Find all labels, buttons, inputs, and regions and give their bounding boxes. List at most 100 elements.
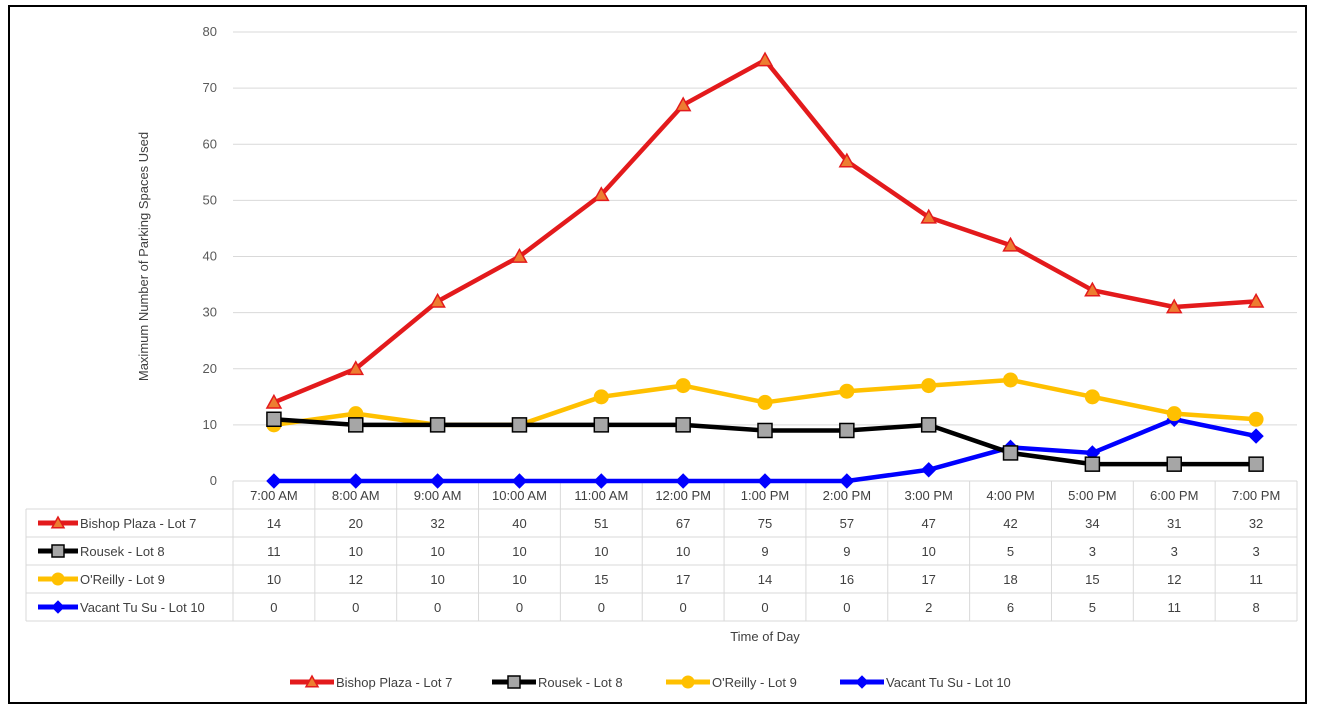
data-point bbox=[266, 411, 282, 428]
data-table-cell: 0 bbox=[516, 600, 523, 615]
data-table-cell: 10 bbox=[430, 572, 444, 587]
data-table-cell: 47 bbox=[921, 516, 935, 531]
data-point bbox=[839, 383, 855, 399]
data-point bbox=[429, 473, 446, 489]
x-category-label: 7:00 AM bbox=[250, 488, 298, 503]
data-table-cell: 10 bbox=[349, 544, 363, 559]
data-table-cell: 11 bbox=[267, 544, 281, 559]
y-tick-label: 50 bbox=[203, 192, 217, 207]
data-table-cell: 6 bbox=[1007, 600, 1014, 615]
data-point bbox=[593, 417, 610, 433]
series-lines bbox=[265, 51, 1265, 489]
data-point bbox=[429, 417, 446, 433]
data-table-cell: 8 bbox=[1252, 600, 1259, 615]
data-table-cell: 20 bbox=[349, 516, 363, 531]
data-table-cell: 10 bbox=[594, 544, 608, 559]
data-table-cell: 3 bbox=[1252, 544, 1259, 559]
data-table: 7:00 AM 8:00 AM 9:00 AM 10:00 AM 11:00 AM 12:… bbox=[25, 480, 1298, 622]
y-tick-label: 10 bbox=[203, 417, 217, 432]
x-category-label: 8:00 AM bbox=[332, 488, 380, 503]
legend-key-marker bbox=[304, 674, 320, 688]
chart-frame bbox=[8, 5, 1307, 704]
series-group bbox=[266, 411, 1264, 489]
data-point bbox=[1003, 372, 1019, 388]
legend: Bishop Plaza - Lot 7 Rousek - Lot 8 O'Reil… bbox=[290, 674, 1011, 690]
y-tick-label: 30 bbox=[203, 305, 217, 320]
y-tick-label: 60 bbox=[203, 136, 217, 151]
data-point bbox=[757, 394, 773, 410]
data-table-cell: 0 bbox=[598, 600, 605, 615]
x-category-label: 11:00 AM bbox=[574, 488, 628, 503]
data-point bbox=[1084, 389, 1100, 405]
legend-key-marker bbox=[681, 675, 695, 689]
data-point bbox=[1166, 456, 1182, 472]
row-label: Vacant Tu Su - Lot 10 bbox=[80, 600, 205, 615]
data-table-cell: 51 bbox=[594, 516, 608, 531]
data-table-cell: 12 bbox=[1167, 572, 1181, 587]
data-point bbox=[920, 462, 937, 478]
row-key-marker bbox=[51, 600, 65, 614]
data-point bbox=[675, 473, 691, 489]
row-label: O'Reilly - Lot 9 bbox=[80, 572, 165, 587]
data-point bbox=[593, 186, 610, 202]
data-table-cell: 32 bbox=[430, 516, 444, 531]
data-point bbox=[1084, 281, 1101, 297]
data-point bbox=[756, 51, 774, 67]
data-point bbox=[511, 417, 528, 433]
x-category-label: 10:00 AM bbox=[492, 488, 547, 503]
data-table-cell: 17 bbox=[676, 572, 690, 587]
data-table-cell: 16 bbox=[840, 572, 854, 587]
data-table-cell: 11 bbox=[1167, 600, 1181, 615]
data-point bbox=[757, 473, 773, 489]
data-table-cell: 14 bbox=[267, 516, 281, 531]
data-point bbox=[839, 422, 855, 439]
data-point bbox=[1166, 406, 1182, 422]
data-point bbox=[1248, 428, 1264, 444]
x-axis-title: Time of Day bbox=[730, 629, 800, 644]
data-table-cell: 31 bbox=[1167, 516, 1181, 531]
data-point bbox=[1002, 445, 1019, 461]
data-point bbox=[511, 247, 528, 263]
data-point bbox=[920, 417, 937, 433]
row-label: Bishop Plaza - Lot 7 bbox=[80, 516, 196, 531]
data-table-cell: 40 bbox=[512, 516, 526, 531]
row-key-marker bbox=[51, 572, 65, 586]
y-tick-label: 70 bbox=[203, 80, 217, 95]
data-table-cell: 42 bbox=[1003, 516, 1017, 531]
data-table-cell: 34 bbox=[1085, 516, 1099, 531]
data-table-cell: 10 bbox=[267, 572, 281, 587]
gridlines bbox=[233, 31, 1297, 482]
data-table-cell: 18 bbox=[1003, 572, 1017, 587]
data-table-cell: 32 bbox=[1249, 516, 1263, 531]
data-point bbox=[593, 473, 610, 489]
data-table-cell: 75 bbox=[758, 516, 772, 531]
data-table-cell: 12 bbox=[349, 572, 363, 587]
series-line bbox=[271, 57, 1259, 405]
data-point bbox=[1247, 292, 1265, 308]
data-table-cell: 0 bbox=[761, 600, 768, 615]
data-table-cell: 10 bbox=[921, 544, 935, 559]
data-point bbox=[921, 378, 937, 394]
row-key-marker bbox=[50, 515, 66, 529]
row-label: Rousek - Lot 8 bbox=[80, 544, 165, 559]
data-point bbox=[265, 393, 283, 409]
y-tick-label: 20 bbox=[203, 361, 217, 376]
data-table-cell: 5 bbox=[1089, 600, 1096, 615]
series-group bbox=[265, 51, 1265, 409]
data-table-cell: 9 bbox=[843, 544, 850, 559]
x-category-label: 4:00 PM bbox=[986, 488, 1034, 503]
data-table-cell: 2 bbox=[925, 600, 932, 615]
data-table-cell: 10 bbox=[512, 544, 526, 559]
data-table-cell: 11 bbox=[1249, 572, 1263, 587]
data-table-cell: 14 bbox=[758, 572, 772, 587]
data-table-cell: 15 bbox=[1085, 572, 1099, 587]
data-point bbox=[511, 473, 528, 489]
legend-key-marker bbox=[507, 675, 521, 689]
data-table-cell: 0 bbox=[352, 600, 359, 615]
data-table-cell: 57 bbox=[840, 516, 854, 531]
data-table-cell: 10 bbox=[512, 572, 526, 587]
data-point bbox=[1002, 236, 1019, 252]
data-table-cell: 0 bbox=[680, 600, 687, 615]
y-tick-label: 40 bbox=[203, 249, 217, 264]
